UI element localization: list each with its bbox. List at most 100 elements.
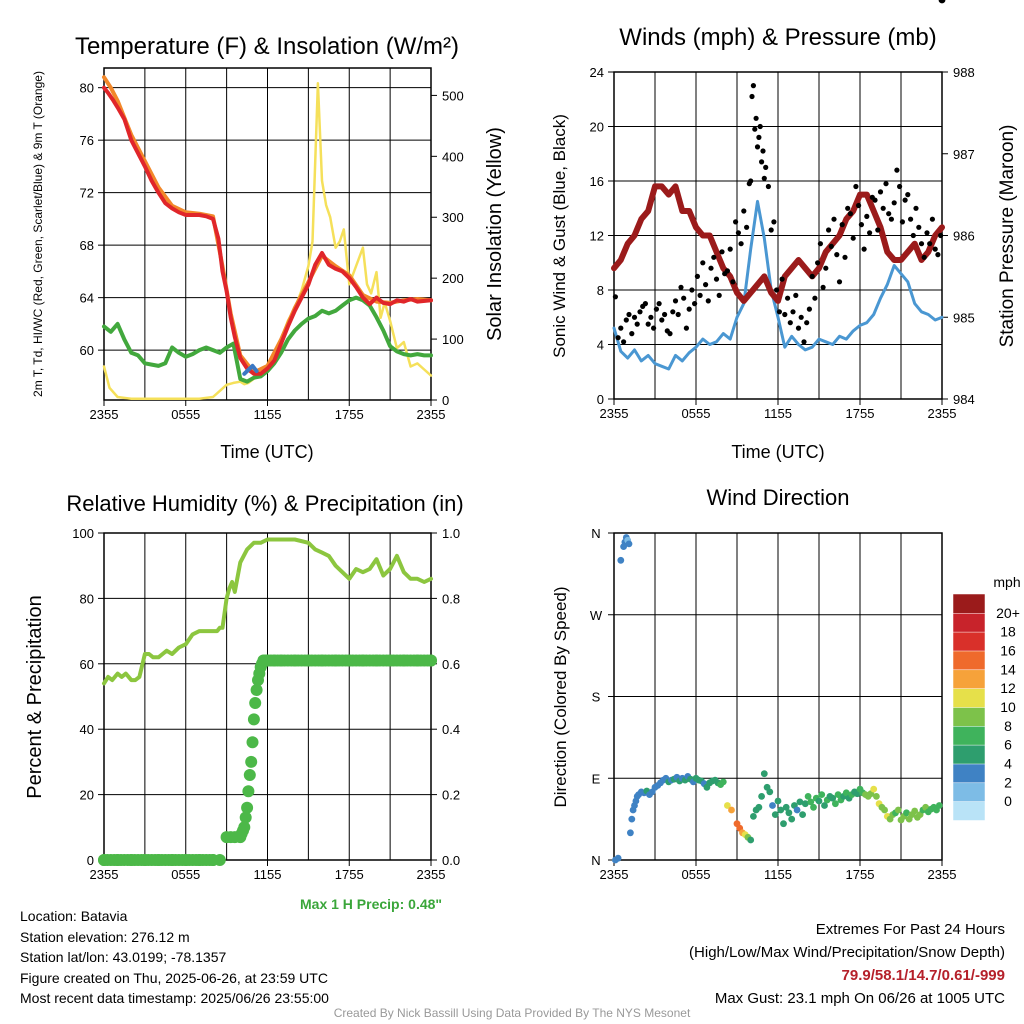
wind-chart-xtick-label: 1155 [764,406,792,421]
gust-point [831,216,837,222]
colorbar-label: 4 [1004,756,1012,772]
gust-point [634,321,640,327]
gust-point [768,227,774,233]
extremes-heading: Extremes For Past 24 Hours [815,921,1005,938]
wind-chart-xtick-label: 1755 [846,406,875,421]
gust-point [689,287,695,293]
gust-point [738,241,744,247]
gust-point [815,260,821,266]
temp-y2tick-label: 300 [442,210,464,225]
colorbar-swatch [952,650,986,671]
gust-point [623,317,629,323]
direction-point [911,807,919,815]
gust-point [924,230,930,236]
direction-point [728,806,735,814]
temp-ylabel: 2m T, Td, HI/WC (Red, Green, Scarlet/Blu… [31,71,45,397]
dir-chart-xtick-label: 2355 [600,867,629,882]
gust-point [894,167,900,173]
gust-point [858,222,865,228]
gust-point [935,252,941,258]
dir-ytick-label: N [591,526,600,541]
gust-point [877,189,884,195]
gust-point [735,230,742,236]
extremes-legend: (High/Low/Max Wind/Precipitation/Snow De… [689,944,1005,961]
gust-point [913,205,919,211]
gust-point [927,241,933,247]
gust-point [683,325,690,331]
gust-point [629,331,635,337]
temp-xlabel: Time (UTC) [220,442,313,462]
hiwc-line [242,363,259,376]
direction-point [777,806,785,814]
gust-point [779,276,785,282]
gust-point [872,197,878,203]
temp-y2tick-label: 100 [442,332,464,347]
gust-point [886,211,892,217]
gust-point [938,232,944,239]
colorbar-swatch [952,782,986,802]
direction-point [903,809,910,817]
direction-point [617,556,625,564]
gust-point [642,301,649,307]
gust-point [708,265,714,271]
temp-ytick-label: 72 [80,186,94,201]
temp-ylabel-right: Solar Insolation (Yellow) [484,127,506,341]
gust-point [703,282,709,288]
direction-point [747,836,755,844]
dir-ytick-label: S [592,690,601,705]
gust-point [861,246,867,252]
rh-y2tick-label: 0.0 [442,853,460,868]
gust-point [817,241,824,247]
gust-point [918,241,925,247]
dir-chart-xtick-label: 1755 [846,867,875,882]
dir-ylabel: Direction (Colored By Speed) [551,586,570,807]
gust-point [891,200,897,206]
rh-chart-xtick-label: 2355 [417,867,446,882]
rh-chart-xtick-label: 0555 [171,867,200,882]
wind-xlabel: Time (UTC) [731,442,824,462]
rh-y2tick-label: 1.0 [442,526,460,541]
direction-point [771,811,779,818]
wind-y2tick-label: 985 [953,310,975,325]
gust-point [875,227,881,233]
rh-chart-xtick-label: 1755 [335,867,364,882]
direction-point [758,793,765,800]
rh-chart-xtick-label: 2355 [90,867,119,882]
gust-point [750,83,757,89]
direction-point [750,813,757,820]
direction-point [785,809,793,817]
temp-y2tick-label: 500 [442,88,464,103]
direction-point [628,815,636,823]
gust-point [845,205,851,211]
direction-point [755,803,763,811]
wind-chart-title: Winds (mph) & Pressure (mb) [619,24,936,51]
colorbar-swatch [952,763,986,784]
wind-y2tick-label: 984 [953,392,975,407]
gust-point [631,314,638,320]
gust-point [697,292,703,298]
rh-chart-title: Relative Humidity (%) & Precipitation (i… [66,491,463,516]
sonic-wind-line [612,199,944,371]
wind-ytick-label: 0 [597,392,604,407]
rh-y2tick-label: 0.6 [442,657,460,672]
wind-ytick-label: 4 [597,338,604,353]
gust-point [836,279,843,285]
direction-point [829,794,837,802]
extremes-values: 79.9/58.1/14.7/0.61/-999 [841,967,1005,984]
colorbar-swatch [952,593,986,614]
gust-point [795,325,802,331]
precip-point [250,684,263,696]
gust-point [905,192,911,198]
gust-point [902,197,908,203]
rh-ytick-label: 80 [80,591,94,606]
colorbar-swatch [952,706,986,727]
gust-point [615,335,621,341]
precip-point [207,854,219,866]
direction-point [834,791,842,798]
gust-point [804,320,810,326]
dir-chart-xtick-label: 2355 [928,867,957,882]
precip-point [238,821,251,834]
gust-point [749,93,755,100]
precip-point [241,801,254,814]
